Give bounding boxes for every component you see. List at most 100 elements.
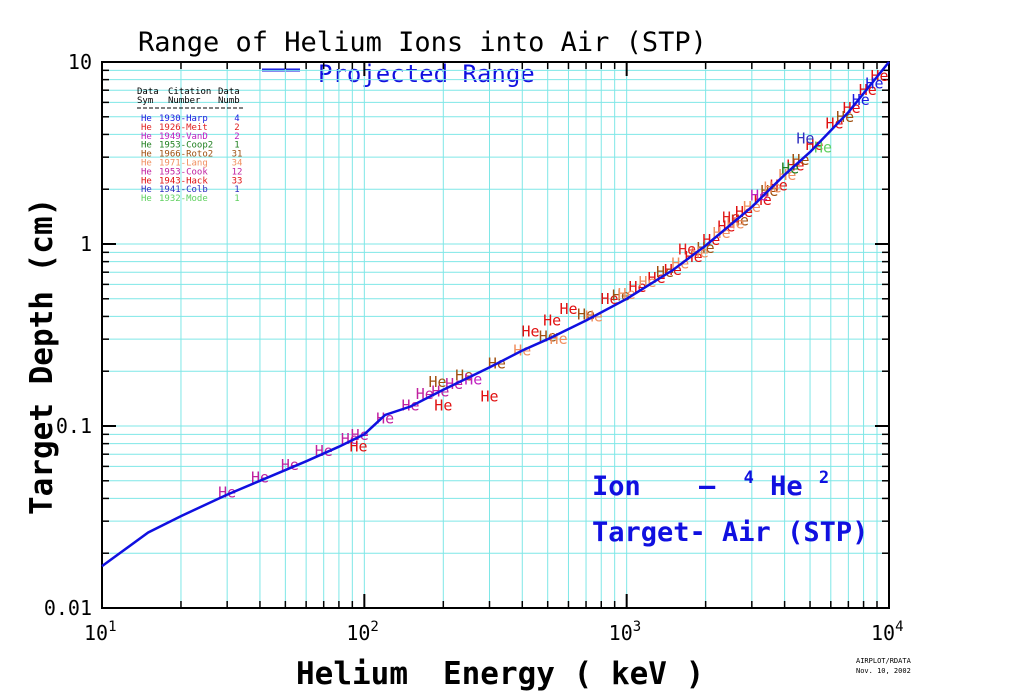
table-citation: 1949-VanD [159,132,208,142]
legend-projected-range: Projected Range [318,60,535,88]
table-count: 4 [234,114,239,124]
table-count: 12 [232,167,243,177]
y-tick-label: 0.1 [56,414,92,438]
table-header: Data [137,87,159,97]
table-symbol: He [141,194,152,204]
table-header: Sym [137,96,153,106]
data-point: He [543,311,561,329]
data-point: He [464,371,482,389]
table-citation: 1953-Coop2 [159,141,213,151]
x-tick-label: 101 [84,619,117,645]
data-point: He [731,211,749,229]
x-tick-exponent: 1 [108,619,116,635]
data-point: He [416,385,434,403]
table-citation: 1926-Meit [159,123,208,133]
data-point: He [727,214,745,232]
data-point: He [455,366,473,384]
plot-frame [101,61,890,609]
x-tick-labels: 101 102 103 104 [84,619,904,645]
table-citation: 1932-Mode [159,194,208,204]
table-header: Citation [168,87,211,97]
table-citation: 1943-Hack [159,176,208,186]
table-symbol: He [141,141,152,151]
x-tick-base: 10 [871,621,895,645]
data-point: He [754,191,772,209]
data-point: He [618,285,636,303]
chart-title: Range of Helium Ions into Air (STP) [138,27,707,58]
data-point: He [434,396,452,414]
ion-charge: 2 [819,468,829,488]
x-tick-label: 104 [871,619,904,645]
data-point: He [778,166,796,184]
ion-label: Ion [592,471,641,502]
x-axis-label-word2: Energy ( keV ) [443,656,704,692]
y-axis-label: Target Depth (cm) [24,198,60,515]
table-count: 1 [234,185,239,195]
table-header: Number [168,96,201,106]
table-citation: 1966-Roto2 [159,150,213,160]
table-symbol: He [141,150,152,160]
x-axis-label-word1: Helium [296,656,408,692]
axis-ticks [101,61,890,609]
grid [102,62,889,608]
data-point: He [805,136,823,154]
data-point: He [638,273,656,291]
data-point: He [678,241,696,259]
projected-range-line [101,61,890,568]
x-tick-base: 10 [346,621,370,645]
data-point: He [428,373,446,391]
x-tick-exponent: 2 [370,619,378,635]
x-tick-base: 10 [609,621,633,645]
y-tick-labels: 0.01 0.1 1 10 [44,50,92,620]
table-symbol: He [141,114,152,124]
plot-stamp-date: Nov. 10, 2002 [856,667,911,675]
table-header: Data [218,87,240,97]
table-symbol: He [141,185,152,195]
data-point: He [697,239,715,257]
table-symbol: He [141,132,152,142]
table-symbol: He [141,167,152,177]
data-point: He [629,278,647,296]
plot-stamp-program: AIRPLOT/RDATA [856,657,912,665]
table-symbol: He [141,159,152,169]
table-count: 34 [232,159,243,169]
y-tick-label: 10 [68,50,92,74]
table-symbol: He [141,123,152,133]
data-point: He [826,114,844,132]
data-point: He [865,75,883,93]
data-point: He [796,129,814,147]
table-header: Numb [218,96,240,106]
table-count: 1 [234,141,239,151]
x-tick-exponent: 4 [895,619,903,635]
ion-annotation: Ion – 4 He 2 [592,459,829,502]
table-citation: 1930-Harp [159,114,208,124]
data-point: He [770,176,788,194]
y-tick-label: 0.01 [44,596,92,620]
data-point: He [750,186,768,204]
data-point: He [550,330,568,348]
y-tick-label: 1 [80,232,92,256]
x-tick-label: 103 [609,619,642,645]
x-axis-label: Helium Energy ( keV ) [296,656,704,692]
ion-mass: 4 [744,468,754,488]
data-point: He [814,138,832,156]
data-point: He [349,438,367,456]
ion-symbol: He [770,471,803,502]
table-citation: 1941-Colb [159,185,208,195]
x-tick-label: 102 [346,619,379,645]
table-count: 1 [234,194,239,204]
x-tick-base: 10 [84,621,108,645]
table-count: 31 [232,150,243,160]
table-citation: 1953-Cook [159,167,208,177]
data-point: He [600,290,618,308]
data-point: He [522,323,540,341]
table-count: 2 [234,132,239,142]
data-point: He [559,300,577,318]
data-point: He [480,388,498,406]
table-citation: 1971-Lang [159,159,208,169]
table-count: 2 [234,123,239,133]
table-symbol: He [141,176,152,186]
